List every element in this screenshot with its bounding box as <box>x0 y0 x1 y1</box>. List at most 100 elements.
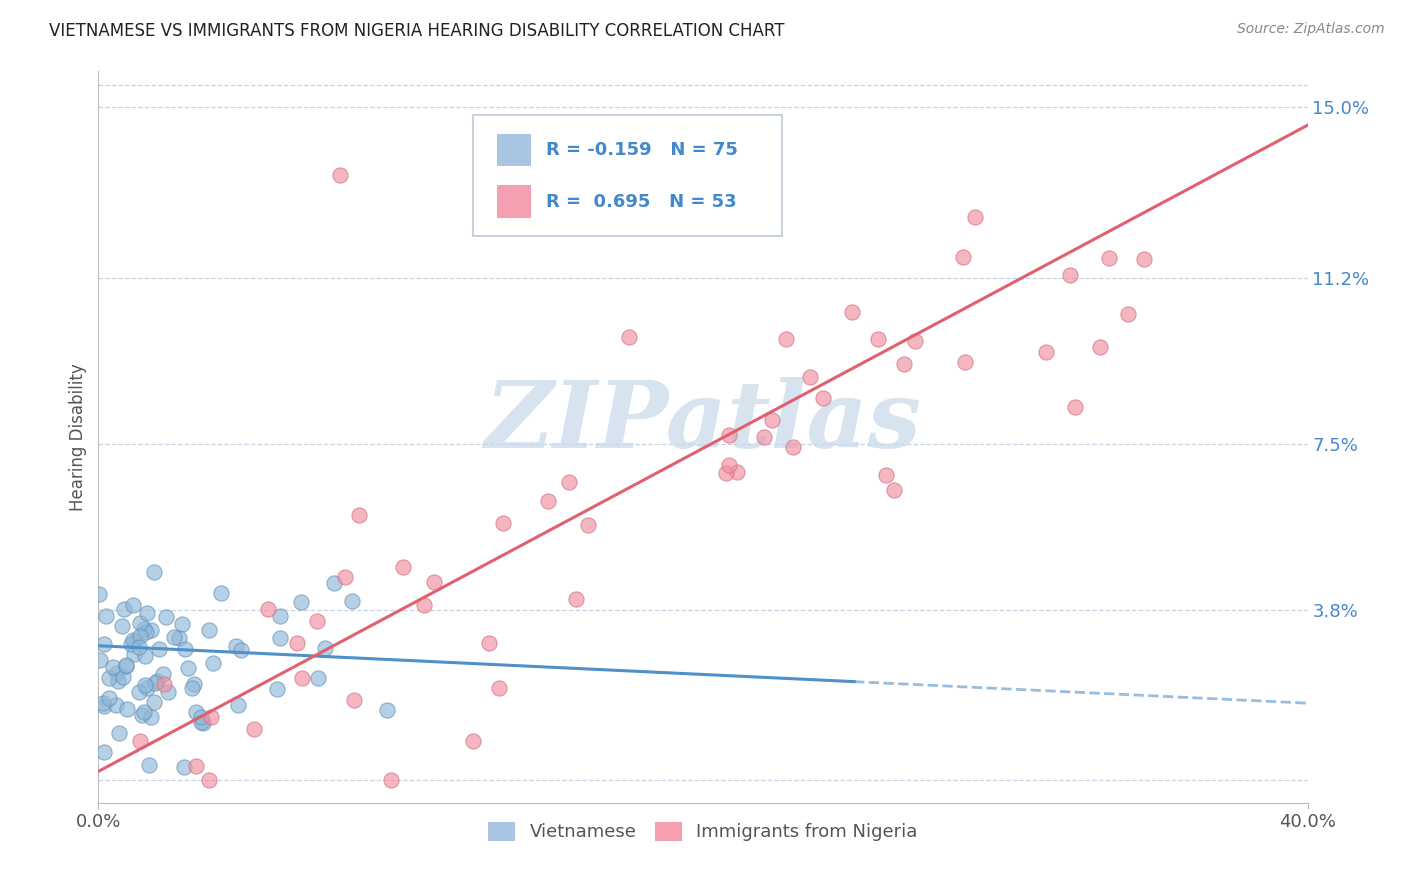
Point <box>243 722 266 736</box>
Bar <box>498 134 531 167</box>
Point <box>143 676 166 690</box>
Point <box>257 601 280 615</box>
Point <box>128 685 150 699</box>
Point <box>107 726 129 740</box>
Point <box>135 625 157 640</box>
Point <box>170 617 193 632</box>
FancyBboxPatch shape <box>474 115 782 235</box>
Point <box>229 643 252 657</box>
Point <box>226 698 249 712</box>
Point <box>93 745 115 759</box>
Point <box>963 210 986 224</box>
Point <box>269 632 291 646</box>
Point <box>156 685 179 699</box>
Point <box>112 602 135 616</box>
Point <box>134 648 156 663</box>
Point <box>152 667 174 681</box>
Point <box>564 591 586 606</box>
Point <box>322 576 344 591</box>
Point <box>98 691 121 706</box>
Point <box>285 636 308 650</box>
Point <box>128 640 150 655</box>
Point <box>952 250 974 264</box>
Text: R = -0.159   N = 75: R = -0.159 N = 75 <box>546 141 738 160</box>
Point <box>134 678 156 692</box>
Point <box>391 560 413 574</box>
Point <box>291 672 314 686</box>
Point <box>576 518 599 533</box>
Point <box>103 660 125 674</box>
Point <box>132 705 155 719</box>
Point <box>841 305 863 319</box>
Point <box>333 569 356 583</box>
Point <box>314 640 336 655</box>
Point <box>89 653 111 667</box>
Point <box>488 681 510 695</box>
Point <box>169 631 191 645</box>
Point <box>290 595 312 609</box>
Point <box>718 458 741 472</box>
Point <box>94 609 117 624</box>
Point <box>266 682 288 697</box>
Point <box>115 702 138 716</box>
Point <box>136 681 159 695</box>
Point <box>883 483 905 497</box>
Point <box>87 587 110 601</box>
Point <box>93 698 115 713</box>
Point <box>177 661 200 675</box>
Legend: Vietnamese, Immigrants from Nigeria: Vietnamese, Immigrants from Nigeria <box>481 814 925 848</box>
Point <box>143 565 166 579</box>
Point <box>184 759 207 773</box>
Text: Source: ZipAtlas.com: Source: ZipAtlas.com <box>1237 22 1385 37</box>
Point <box>811 391 834 405</box>
Point <box>183 676 205 690</box>
Point <box>155 610 177 624</box>
Point <box>463 734 485 748</box>
Point <box>111 619 134 633</box>
Point <box>1063 400 1085 414</box>
Text: VIETNAMESE VS IMMIGRANTS FROM NIGERIA HEARING DISABILITY CORRELATION CHART: VIETNAMESE VS IMMIGRANTS FROM NIGERIA HE… <box>49 22 785 40</box>
Point <box>129 733 152 747</box>
Text: R =  0.695   N = 53: R = 0.695 N = 53 <box>546 193 737 211</box>
Point <box>211 586 233 600</box>
Point <box>121 598 143 612</box>
Point <box>478 636 501 650</box>
Point <box>138 758 160 772</box>
Point <box>492 516 515 530</box>
Point <box>717 428 740 442</box>
Point <box>104 698 127 713</box>
Text: ZIPatlas: ZIPatlas <box>485 377 921 467</box>
Point <box>135 606 157 620</box>
Point <box>1098 251 1121 265</box>
Point <box>307 671 329 685</box>
Point <box>329 168 352 182</box>
Point <box>904 334 927 348</box>
Point <box>173 760 195 774</box>
Point <box>761 413 783 427</box>
Point <box>347 508 370 523</box>
Point <box>201 657 224 671</box>
Point <box>716 466 738 480</box>
Point <box>107 673 129 688</box>
Point <box>380 773 402 788</box>
Point <box>193 716 215 731</box>
Point <box>198 623 221 637</box>
Point <box>120 637 142 651</box>
Point <box>619 329 641 343</box>
Point <box>139 710 162 724</box>
Point <box>725 465 748 479</box>
Point <box>225 639 247 653</box>
Point <box>184 706 207 720</box>
Point <box>782 440 804 454</box>
Point <box>139 623 162 637</box>
Point <box>163 631 186 645</box>
Point <box>115 659 138 673</box>
Point <box>122 647 145 661</box>
Point <box>754 430 776 444</box>
Point <box>148 642 170 657</box>
Point <box>105 665 128 680</box>
Point <box>132 622 155 636</box>
Point <box>190 710 212 724</box>
Point <box>122 632 145 647</box>
Point <box>200 710 222 724</box>
